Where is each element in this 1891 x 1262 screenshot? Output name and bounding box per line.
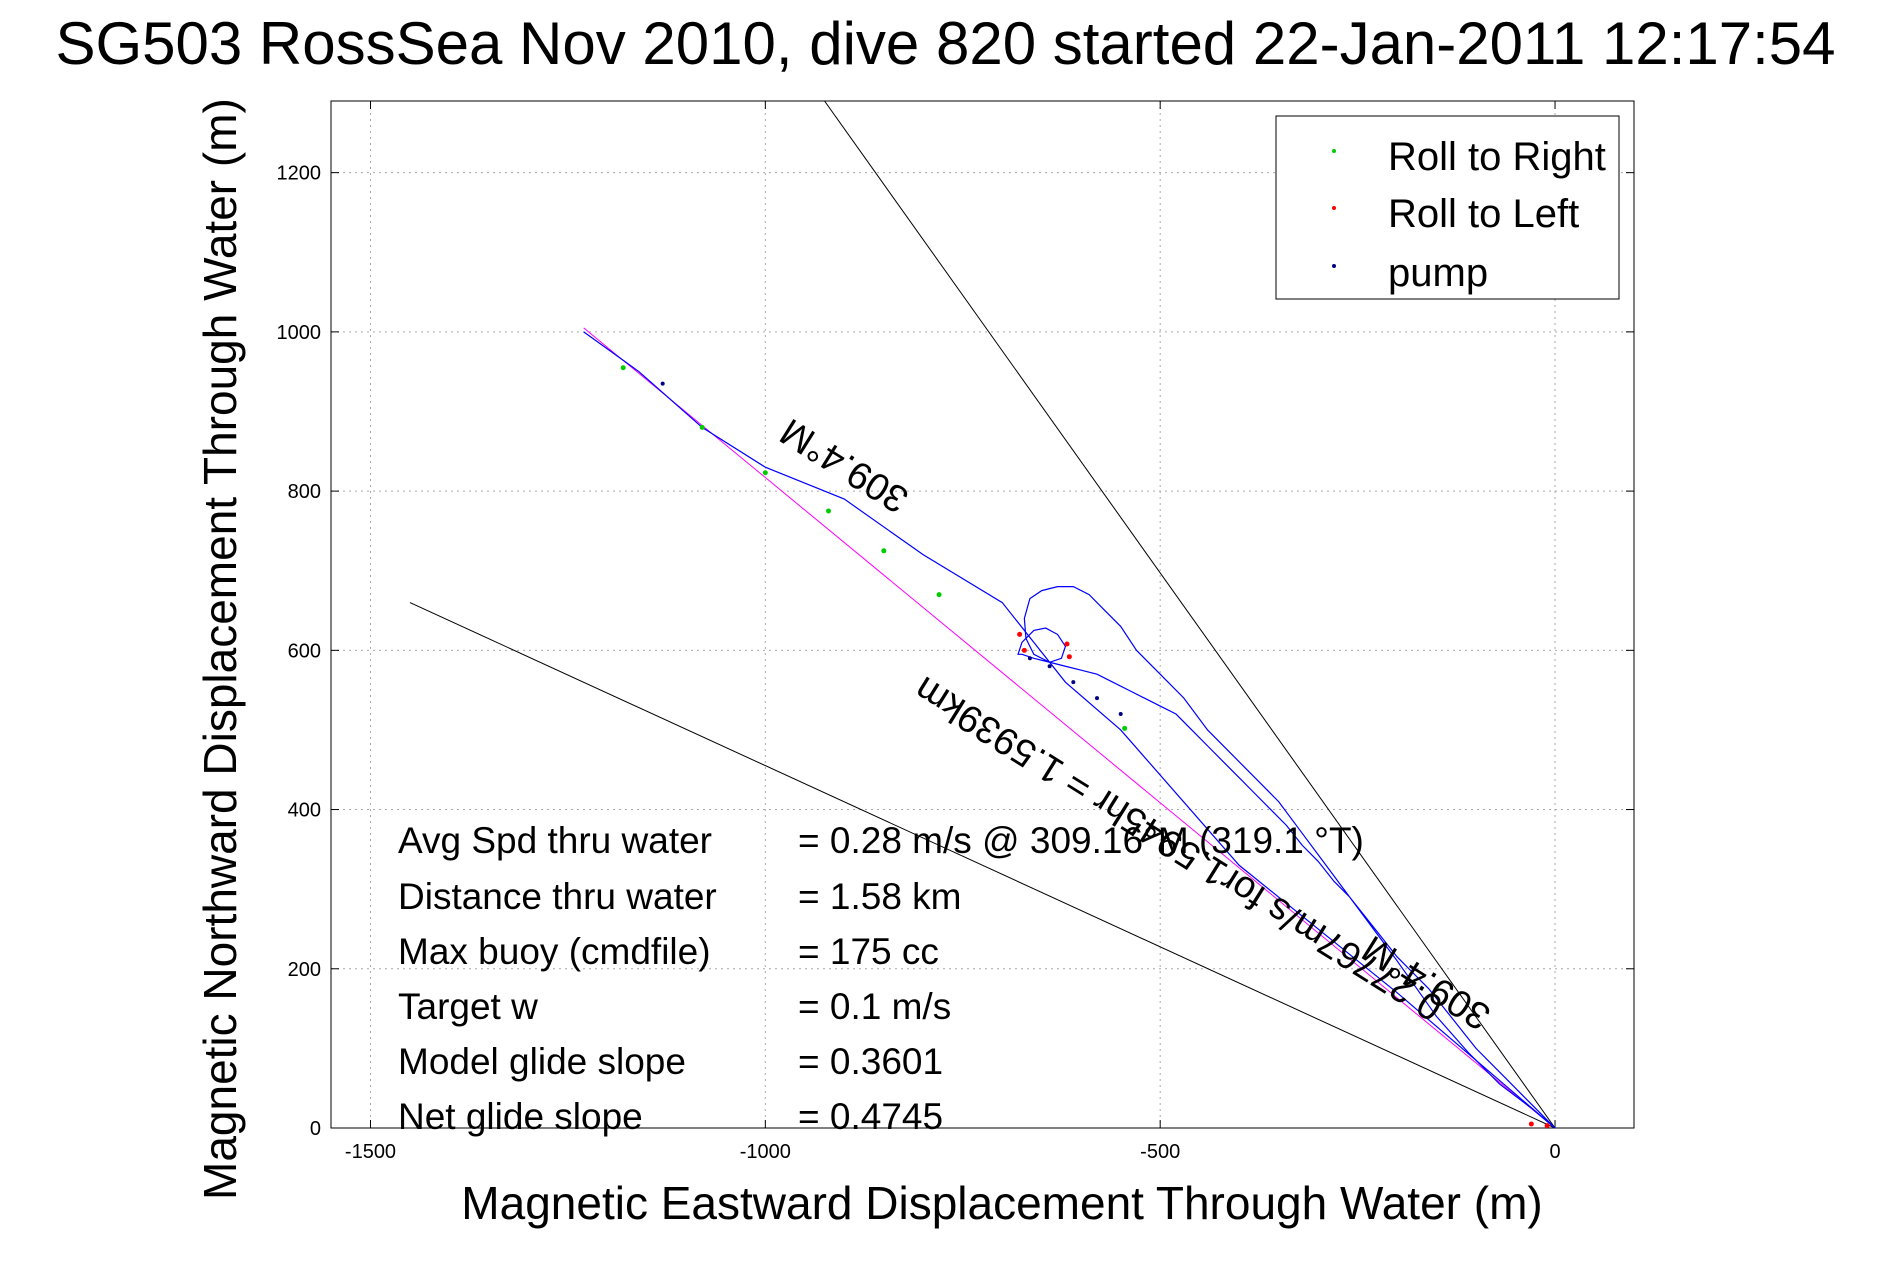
y-tick-label: 400 xyxy=(288,800,321,822)
legend: Roll to Right Roll to Left pump xyxy=(1275,115,1620,300)
pump-marker xyxy=(660,381,665,386)
plot-frame xyxy=(330,100,1635,1129)
stat-label-distance: Distance thru water xyxy=(398,876,717,917)
y-tick-label: 1000 xyxy=(277,322,322,344)
x-tick-label: 0 xyxy=(1549,1141,1560,1163)
roll-right-marker xyxy=(699,424,705,430)
stat-value-avg-speed: = 0.28 m/s @ 309.16°M (319.1 °T) xyxy=(798,820,1364,861)
stat-label-target-w: Target w xyxy=(398,986,538,1027)
stat-value-max-buoy: = 175 cc xyxy=(798,931,939,972)
roll-pump-markers xyxy=(620,365,1550,1129)
net-course-line xyxy=(583,327,1556,1129)
pump-marker xyxy=(1118,712,1123,717)
heading-guide-lower xyxy=(409,602,1556,1129)
series-track-0 xyxy=(1017,586,1556,1129)
legend-label-pump: pump xyxy=(1388,251,1488,295)
roll-left-marker xyxy=(1064,641,1070,647)
y-tick-label: 1200 xyxy=(277,163,322,185)
roll-right-marker xyxy=(881,548,887,554)
roll-right-marker xyxy=(620,365,626,371)
axes xyxy=(330,100,1635,1129)
y-tick-label: 600 xyxy=(288,640,321,662)
pump-marker xyxy=(1047,664,1052,669)
y-tick-label: 800 xyxy=(288,481,321,503)
roll-left-marker xyxy=(1066,654,1072,660)
legend-marker-pump xyxy=(1332,264,1336,268)
stat-label-net-glide: Net glide slope xyxy=(398,1096,643,1137)
roll-left-marker xyxy=(1021,647,1027,653)
legend-marker-roll-right xyxy=(1332,149,1336,153)
stat-value-net-glide: = 0.4745 xyxy=(798,1096,943,1137)
stat-label-model-glide: Model glide slope xyxy=(398,1041,686,1082)
roll-right-marker xyxy=(762,470,768,476)
tick-labels: -1500 -1000 -500 0 0 200 400 600 800 1000 1200 xyxy=(277,163,1561,1163)
chart-title: SG503 RossSea Nov 2010, dive 820 started… xyxy=(55,10,1836,77)
legend-label-roll-left: Roll to Left xyxy=(1388,192,1579,236)
roll-right-marker xyxy=(1122,725,1128,731)
pump-marker xyxy=(1071,680,1076,685)
y-tick-label: 0 xyxy=(310,1118,321,1140)
stat-label-avg-speed: Avg Spd thru water xyxy=(398,820,712,861)
roll-left-marker xyxy=(1544,1123,1550,1129)
roll-left-marker xyxy=(1528,1121,1534,1127)
pump-marker xyxy=(1095,696,1100,701)
series-group xyxy=(583,331,1556,1129)
x-axis-label: Magnetic Eastward Displacement Through W… xyxy=(461,1177,1543,1229)
x-tick-label: -1000 xyxy=(740,1141,791,1163)
x-tick-label: -1500 xyxy=(345,1141,396,1163)
y-tick-label: 200 xyxy=(288,959,321,981)
heading-guide-upper xyxy=(824,100,1556,1129)
roll-right-marker xyxy=(1434,986,1440,992)
stat-value-distance: = 1.58 km xyxy=(798,876,962,917)
stat-value-model-glide: = 0.3601 xyxy=(798,1041,943,1082)
x-tick-label: -500 xyxy=(1140,1141,1180,1163)
pump-marker xyxy=(1027,656,1032,661)
roll-right-marker xyxy=(936,592,942,598)
stat-label-max-buoy: Max buoy (cmdfile) xyxy=(398,931,711,972)
series-track-outbound xyxy=(583,331,1556,1129)
heading-guide-lines xyxy=(409,100,1556,1129)
roll-right-marker xyxy=(826,508,832,514)
stat-value-target-w: = 0.1 m/s xyxy=(798,986,951,1027)
dive-stats: Avg Spd thru water = 0.28 m/s @ 309.16°M… xyxy=(398,820,1364,1137)
legend-label-roll-right: Roll to Right xyxy=(1388,135,1606,179)
heading-annotation-upper: 309.4°M xyxy=(773,410,916,521)
roll-left-marker xyxy=(1017,631,1023,637)
legend-marker-roll-left xyxy=(1332,206,1336,210)
